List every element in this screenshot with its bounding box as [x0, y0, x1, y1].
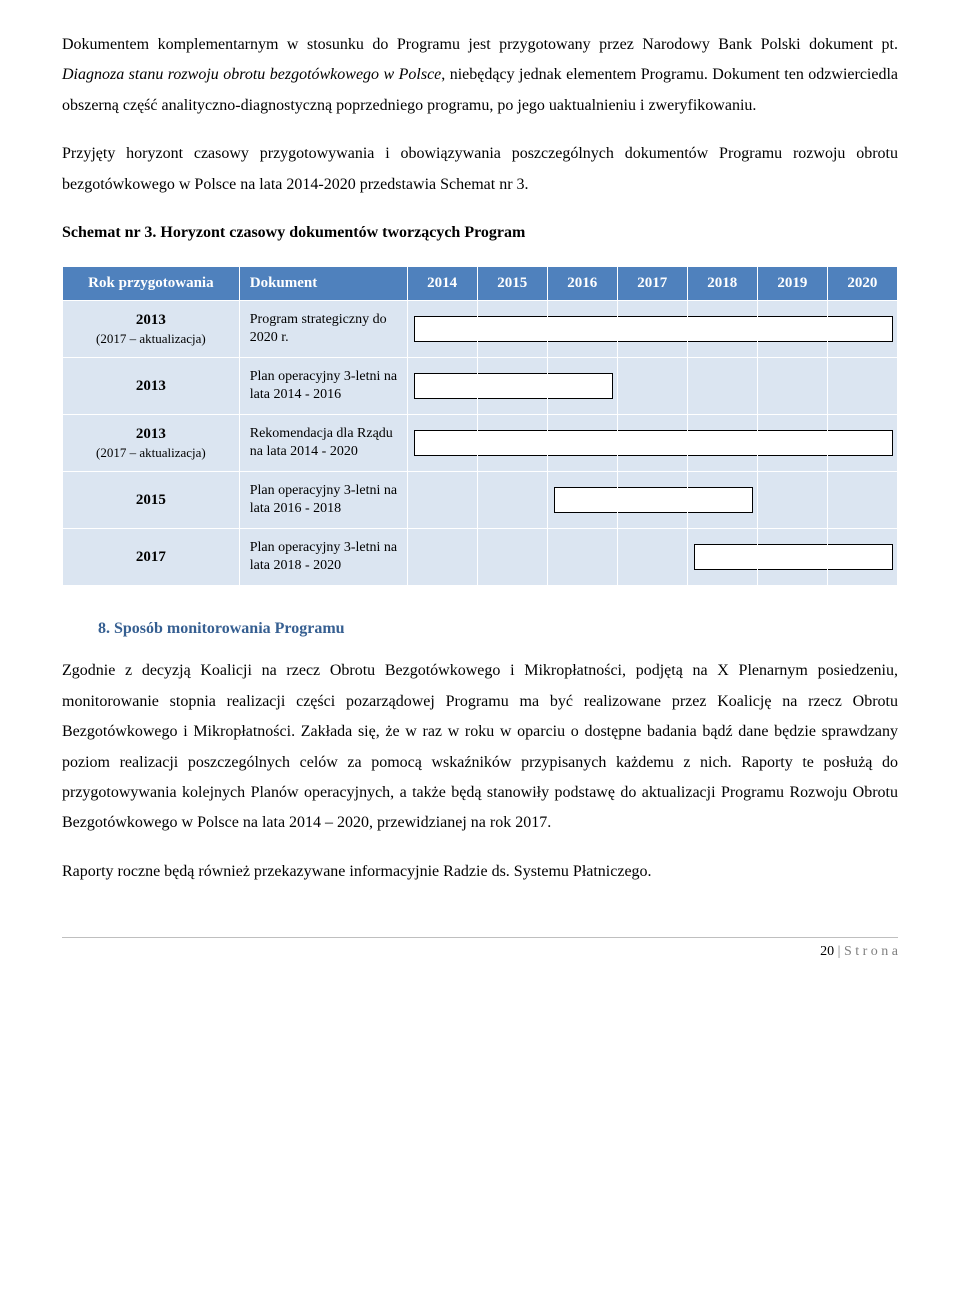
gantt-bar	[688, 316, 757, 342]
cell-year-slot	[757, 472, 827, 529]
cell-year-slot	[827, 415, 897, 472]
gantt-bar	[618, 430, 687, 456]
gantt-bar	[554, 487, 617, 513]
cell-year-slot	[827, 358, 897, 415]
cell-year-slot	[407, 415, 477, 472]
cell-year-slot	[757, 301, 827, 358]
cell-document: Plan operacyjny 3-letni na lata 2014 - 2…	[239, 358, 407, 415]
cell-year-slot	[687, 301, 757, 358]
gantt-bar	[548, 430, 617, 456]
cell-year-slot	[407, 358, 477, 415]
paragraph-1: Dokumentem komplementarnym w stosunku do…	[62, 30, 898, 121]
cell-year-slot	[617, 415, 687, 472]
footer-text: S t r o n a	[844, 944, 898, 959]
cell-document: Rekomendacja dla Rządu na lata 2014 - 20…	[239, 415, 407, 472]
gantt-bar	[618, 316, 687, 342]
gantt-bar	[548, 316, 617, 342]
th-2014: 2014	[407, 267, 477, 301]
cell-year-slot	[757, 415, 827, 472]
cell-year-slot	[547, 529, 617, 586]
p1-a: Dokumentem komplementarnym w stosunku do…	[62, 36, 898, 53]
table-row: 2013(2017 – aktualizacja)Program strateg…	[63, 301, 898, 358]
gantt-bar	[478, 316, 547, 342]
cell-year-slot	[547, 358, 617, 415]
cell-year-slot	[617, 358, 687, 415]
th-2017: 2017	[617, 267, 687, 301]
th-2015: 2015	[477, 267, 547, 301]
table-row: 2017Plan operacyjny 3-letni na lata 2018…	[63, 529, 898, 586]
page-footer: 20 | S t r o n a	[62, 937, 898, 960]
cell-year: 2013(2017 – aktualizacja)	[63, 301, 240, 358]
paragraph-2: Przyjęty horyzont czasowy przygotowywani…	[62, 139, 898, 200]
cell-year-slot	[477, 529, 547, 586]
gantt-bar	[414, 373, 477, 399]
cell-year-slot	[687, 358, 757, 415]
cell-year-slot	[617, 301, 687, 358]
cell-year-slot	[757, 529, 827, 586]
gantt-bar	[548, 373, 613, 399]
gantt-bar	[688, 487, 753, 513]
cell-year-slot	[407, 472, 477, 529]
p1-b: Diagnoza stanu rozwoju obrotu bezgotówko…	[62, 66, 441, 83]
table-row: 2013Plan operacyjny 3-letni na lata 2014…	[63, 358, 898, 415]
gantt-bar	[694, 544, 757, 570]
gantt-bar	[414, 316, 477, 342]
gantt-bar	[758, 544, 827, 570]
gantt-bar	[414, 430, 477, 456]
cell-year-slot	[827, 529, 897, 586]
cell-year-slot	[617, 472, 687, 529]
cell-year-slot	[547, 415, 617, 472]
table-row: 2015Plan operacyjny 3-letni na lata 2016…	[63, 472, 898, 529]
gantt-bar	[618, 487, 687, 513]
cell-year: 2017	[63, 529, 240, 586]
cell-year-slot	[687, 529, 757, 586]
footer-sep: |	[834, 944, 844, 959]
th-2016: 2016	[547, 267, 617, 301]
schemat-title: Schemat nr 3. Horyzont czasowy dokumentó…	[62, 218, 898, 248]
gantt-bar	[758, 316, 827, 342]
cell-year: 2013	[63, 358, 240, 415]
gantt-bar	[688, 430, 757, 456]
th-2019: 2019	[757, 267, 827, 301]
cell-year-slot	[407, 301, 477, 358]
section-8-title: 8. Sposób monitorowania Programu	[98, 620, 898, 638]
cell-year-slot	[547, 301, 617, 358]
paragraph-3: Zgodnie z decyzją Koalicji na rzecz Obro…	[62, 656, 898, 838]
cell-year-slot	[477, 301, 547, 358]
cell-year: 2013(2017 – aktualizacja)	[63, 415, 240, 472]
paragraph-4: Raporty roczne będą również przekazywane…	[62, 857, 898, 887]
gantt-bar	[828, 316, 893, 342]
gantt-bar	[478, 430, 547, 456]
cell-document: Plan operacyjny 3-letni na lata 2016 - 2…	[239, 472, 407, 529]
th-2018: 2018	[687, 267, 757, 301]
gantt-bar	[758, 430, 827, 456]
cell-year-slot	[477, 358, 547, 415]
th-2020: 2020	[827, 267, 897, 301]
cell-document: Program strategiczny do 2020 r.	[239, 301, 407, 358]
gantt-bar	[828, 544, 893, 570]
cell-year-slot	[757, 358, 827, 415]
cell-year-slot	[407, 529, 477, 586]
page-number: 20	[820, 944, 834, 959]
gantt-bar	[478, 373, 547, 399]
cell-document: Plan operacyjny 3-letni na lata 2018 - 2…	[239, 529, 407, 586]
cell-year-slot	[687, 415, 757, 472]
cell-year-slot	[547, 472, 617, 529]
th-dok: Dokument	[239, 267, 407, 301]
horizon-table: Rok przygotowania Dokument 2014 2015 201…	[62, 266, 898, 586]
cell-year: 2015	[63, 472, 240, 529]
cell-year-slot	[827, 301, 897, 358]
gantt-bar	[828, 430, 893, 456]
cell-year-slot	[827, 472, 897, 529]
table-row: 2013(2017 – aktualizacja)Rekomendacja dl…	[63, 415, 898, 472]
th-rok: Rok przygotowania	[63, 267, 240, 301]
cell-year-slot	[687, 472, 757, 529]
cell-year-slot	[617, 529, 687, 586]
cell-year-slot	[477, 472, 547, 529]
cell-year-slot	[477, 415, 547, 472]
